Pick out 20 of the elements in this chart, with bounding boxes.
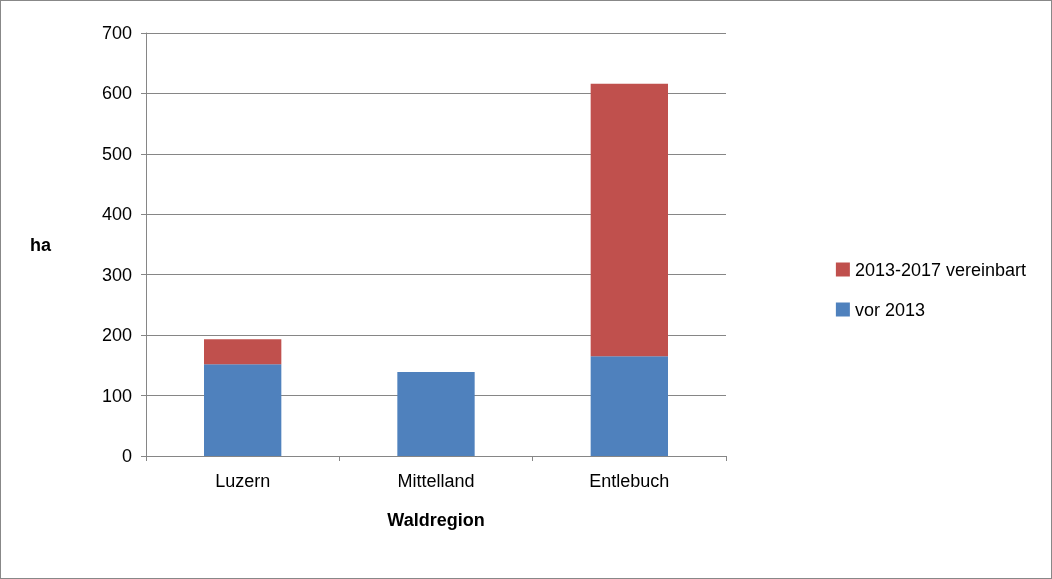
x-tick-label: Luzern [215,471,271,491]
y-tick-label: 300 [101,264,132,285]
bar [590,356,668,456]
y-tick-label: 500 [101,143,132,164]
x-axis-title: Waldregion [387,510,485,530]
bar [397,372,475,456]
bar [590,83,668,357]
bar [204,339,282,365]
legend-label: vor 2013 [854,299,925,320]
x-tick-label: Entlebuch [589,471,670,491]
y-tick-label: 200 [101,325,132,346]
bar [204,364,282,456]
legend-label: 2013-2017 vereinbart [854,259,1026,280]
y-axis-title: ha [29,234,52,255]
y-tick-label: 100 [101,385,132,406]
y-tick-label: 400 [101,204,132,225]
y-tick-label: 700 [101,23,132,43]
x-tick-label: Mittelland [397,471,475,491]
y-tick-label: 0 [121,446,132,466]
y-tick-label: 600 [101,83,132,104]
